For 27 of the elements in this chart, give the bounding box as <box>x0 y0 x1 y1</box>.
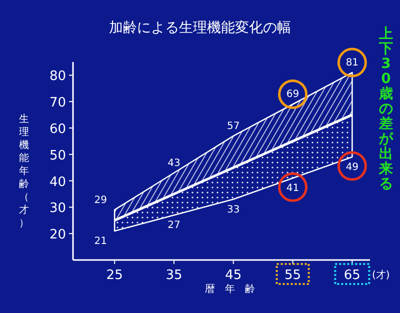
annotation: 57 <box>227 120 240 132</box>
annotation: 21 <box>94 236 107 247</box>
annotation: 33 <box>227 204 240 216</box>
x-tick-label: 55 <box>284 268 302 283</box>
annotation: 27 <box>168 220 180 232</box>
annotation: 49 <box>346 162 359 174</box>
annotation: 41 <box>286 183 300 194</box>
annotation: 43 <box>168 158 180 169</box>
annotation: 29 <box>94 194 107 206</box>
y-tick-label: 60 <box>49 122 66 137</box>
x-axis-title: 暦 年 齢 <box>205 283 255 295</box>
y-tick-label: 20 <box>49 228 66 243</box>
x-tick-label: 65 <box>344 268 360 283</box>
x-tick-label: 35 <box>166 268 182 283</box>
y-tick-label: 30 <box>49 201 66 216</box>
y-tick-label: 40 <box>49 174 66 190</box>
y-tick-label: 70 <box>49 96 66 111</box>
annotation: 81 <box>346 58 359 69</box>
text: (才) <box>372 269 390 281</box>
y-tick-label: 50 <box>49 148 66 164</box>
y-tick-label: 80 <box>49 69 66 84</box>
chart-title: 加齢による生理機能変化の幅 <box>109 20 291 36</box>
x-tick-label: 25 <box>106 268 123 283</box>
text: 生理機能年齢（才） <box>19 114 29 229</box>
text: 上下30歳の差が出来る <box>379 26 393 192</box>
annotation: 69 <box>286 89 300 100</box>
x-tick-label: 45 <box>225 268 242 283</box>
